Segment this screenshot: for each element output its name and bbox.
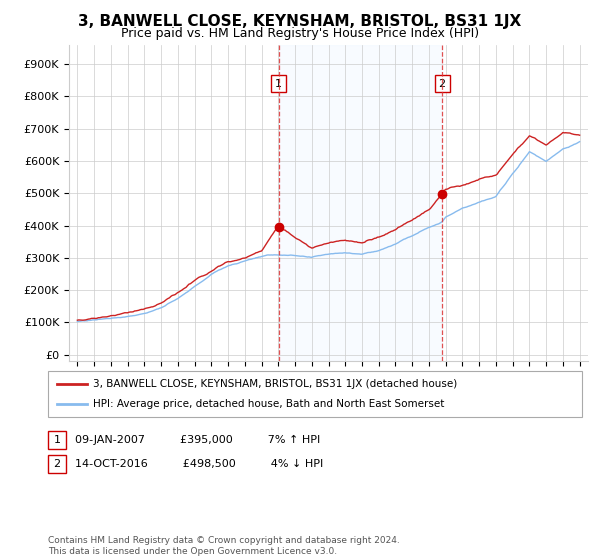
Text: 2: 2	[53, 459, 61, 469]
Text: 1: 1	[53, 435, 61, 445]
Bar	[279, 45, 442, 361]
Text: 3, BANWELL CLOSE, KEYNSHAM, BRISTOL, BS31 1JX (detached house): 3, BANWELL CLOSE, KEYNSHAM, BRISTOL, BS3…	[93, 379, 457, 389]
Text: 09-JAN-2007          £395,000          7% ↑ HPI: 09-JAN-2007 £395,000 7% ↑ HPI	[75, 435, 320, 445]
Text: 14-OCT-2016          £498,500          4% ↓ HPI: 14-OCT-2016 £498,500 4% ↓ HPI	[75, 459, 323, 469]
Text: 2: 2	[439, 78, 446, 88]
Text: Price paid vs. HM Land Registry's House Price Index (HPI): Price paid vs. HM Land Registry's House …	[121, 27, 479, 40]
Text: 3, BANWELL CLOSE, KEYNSHAM, BRISTOL, BS31 1JX: 3, BANWELL CLOSE, KEYNSHAM, BRISTOL, BS3…	[79, 14, 521, 29]
Text: Contains HM Land Registry data © Crown copyright and database right 2024.
This d: Contains HM Land Registry data © Crown c…	[48, 536, 400, 556]
Text: HPI: Average price, detached house, Bath and North East Somerset: HPI: Average price, detached house, Bath…	[93, 399, 445, 409]
Text: 1: 1	[275, 78, 282, 88]
